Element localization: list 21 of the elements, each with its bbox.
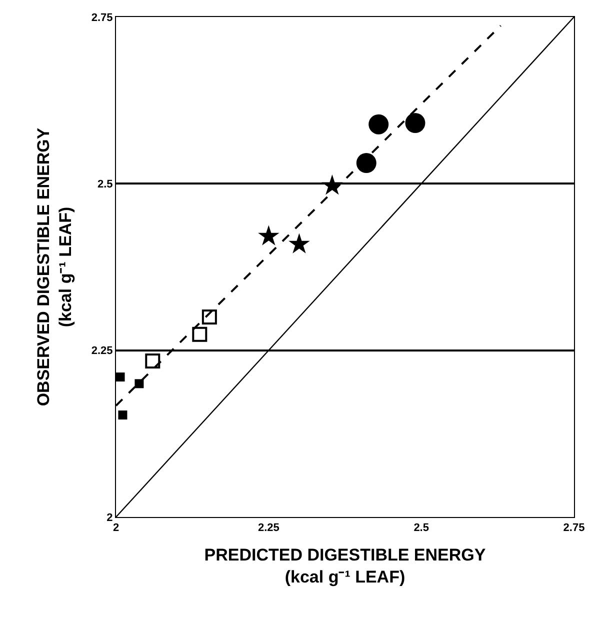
point <box>368 114 389 134</box>
y-tick-label: 2 <box>106 512 113 524</box>
x-tick-label: 2.5 <box>414 522 429 534</box>
point <box>288 233 310 254</box>
point <box>192 326 208 342</box>
x-tick-label: 2.25 <box>258 522 280 534</box>
point <box>202 310 217 324</box>
y-tick-label: 2.75 <box>91 12 113 24</box>
point <box>134 379 144 388</box>
point <box>118 410 128 420</box>
point <box>322 174 343 195</box>
point <box>116 372 125 382</box>
point <box>145 354 160 368</box>
point <box>258 225 280 246</box>
y-tick-label: 2.25 <box>91 345 113 358</box>
y-tick-label: 2.5 <box>98 178 113 191</box>
point <box>405 113 426 133</box>
x-tick-label: 2.75 <box>563 522 585 534</box>
y-axis-title: OBSERVED DIGESTIBLE ENERGY (kcal g⁻¹ LEAF) <box>34 127 75 406</box>
x-axis-title: PREDICTED DIGESTIBLE ENERGY (kcal g⁻¹ LEAF) <box>204 546 486 587</box>
point <box>356 153 376 173</box>
